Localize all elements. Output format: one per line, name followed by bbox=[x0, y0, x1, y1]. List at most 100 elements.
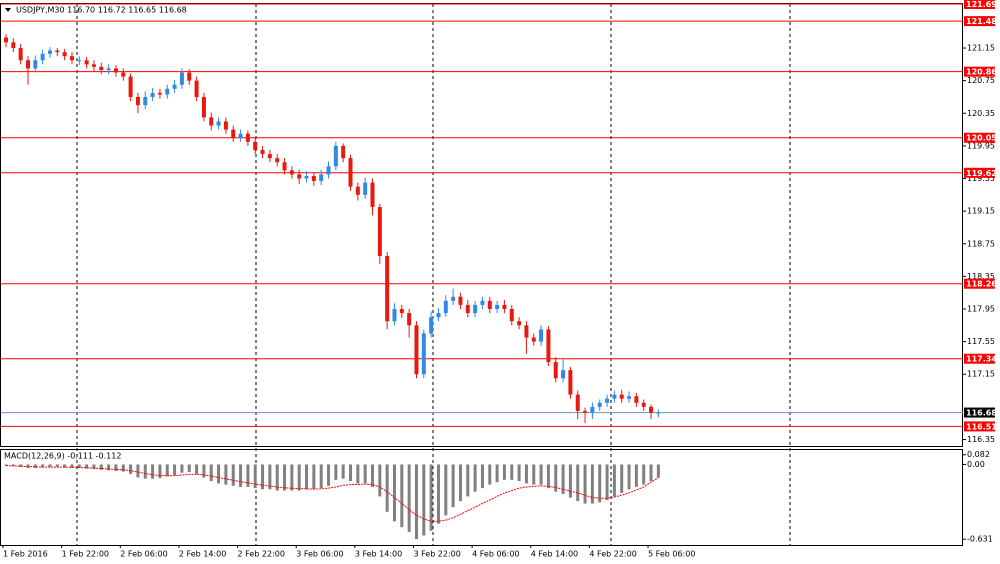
macd-bar bbox=[612, 464, 616, 497]
candle-body bbox=[502, 304, 507, 309]
macd-bar bbox=[19, 464, 23, 467]
x-tick-label: 3 Feb 22:00 bbox=[413, 550, 460, 559]
macd-bar bbox=[634, 464, 638, 487]
candle-body bbox=[370, 182, 375, 208]
candle-body bbox=[612, 394, 617, 399]
macd-bar bbox=[568, 464, 572, 498]
candle-body bbox=[47, 50, 52, 54]
candle-body bbox=[304, 176, 309, 179]
candle-body bbox=[583, 410, 588, 413]
macd-bar bbox=[466, 464, 470, 497]
chart-title: USDJPY,M30 116.70 116.72 116.65 116.68 bbox=[16, 6, 187, 15]
y-tick-label: 117.95 bbox=[967, 304, 995, 313]
candle-body bbox=[429, 317, 434, 334]
macd-bar bbox=[180, 464, 184, 473]
macd-bar bbox=[319, 464, 323, 489]
candle-body bbox=[524, 325, 529, 338]
candle-body bbox=[25, 60, 30, 69]
macd-bar bbox=[539, 464, 543, 485]
macd-bar bbox=[231, 464, 235, 486]
macd-bar bbox=[114, 464, 118, 471]
candle-body bbox=[458, 296, 463, 305]
candle-body bbox=[223, 121, 228, 130]
candle-body bbox=[414, 325, 419, 375]
title-arrow bbox=[5, 8, 11, 12]
macd-bar bbox=[656, 464, 660, 478]
macd-bar bbox=[554, 464, 558, 492]
macd-bar bbox=[77, 464, 81, 469]
macd-bar bbox=[239, 464, 243, 487]
candle-body bbox=[194, 80, 199, 97]
candle-body bbox=[509, 308, 514, 322]
macd-bar bbox=[422, 464, 426, 536]
macd-bar bbox=[502, 464, 506, 480]
x-tick-label: 3 Feb 06:00 bbox=[296, 550, 343, 559]
x-tick-label: 1 Feb 22:00 bbox=[62, 550, 109, 559]
macd-bar bbox=[195, 464, 199, 474]
y-tick-label: 117.15 bbox=[967, 370, 995, 379]
candle-body bbox=[355, 186, 360, 195]
macd-bar bbox=[532, 464, 536, 485]
macd-bar bbox=[598, 464, 602, 503]
candle-body bbox=[341, 145, 346, 159]
candle-body bbox=[165, 88, 170, 95]
candle-body bbox=[627, 396, 632, 399]
level-label-box bbox=[964, 353, 995, 364]
macd-bar bbox=[261, 464, 265, 490]
candle-body bbox=[487, 300, 492, 309]
candle-body bbox=[297, 174, 302, 179]
macd-bar bbox=[385, 464, 389, 512]
macd-panel-frame bbox=[0, 449, 963, 546]
macd-bar bbox=[85, 464, 89, 469]
y-tick-label: 120.35 bbox=[967, 109, 995, 118]
candle-body bbox=[436, 313, 441, 318]
macd-bar bbox=[143, 464, 147, 479]
candle-body bbox=[348, 158, 353, 187]
level-label-box bbox=[964, 16, 995, 27]
candle-body bbox=[649, 406, 654, 413]
level-label-box bbox=[964, 132, 995, 143]
macd-bar bbox=[642, 464, 646, 485]
candle-body bbox=[319, 174, 324, 181]
candle-body bbox=[33, 60, 38, 69]
candle-body bbox=[326, 166, 331, 175]
candle-body bbox=[260, 149, 265, 155]
candle-body bbox=[495, 304, 500, 309]
macd-bar bbox=[458, 464, 462, 502]
candle-body bbox=[363, 182, 368, 195]
candle-body bbox=[238, 133, 243, 138]
candle-body bbox=[11, 42, 16, 49]
candle-body bbox=[590, 406, 595, 413]
y-tick-label: -0.631 bbox=[967, 535, 993, 544]
x-tick-label: 1 Feb 2016 bbox=[3, 550, 48, 559]
candle-body bbox=[62, 52, 67, 57]
level-label: 119.62 bbox=[966, 169, 997, 178]
macd-bar bbox=[517, 464, 521, 482]
candle-body bbox=[465, 304, 470, 314]
macd-bar bbox=[444, 464, 448, 516]
x-tick-label: 4 Feb 22:00 bbox=[589, 550, 636, 559]
macd-bar bbox=[363, 464, 367, 484]
candle-body bbox=[77, 60, 82, 62]
macd-bar bbox=[436, 464, 440, 524]
candle-body bbox=[179, 72, 184, 85]
level-label-box bbox=[964, 167, 995, 178]
level-label: 120.86 bbox=[966, 68, 997, 77]
macd-bar bbox=[414, 464, 418, 540]
level-label: 116.51 bbox=[966, 422, 997, 431]
y-tick-label: 0.082 bbox=[967, 450, 990, 459]
y-tick-label: 118.35 bbox=[967, 272, 995, 281]
macd-bar bbox=[121, 464, 125, 472]
candle-body bbox=[40, 53, 45, 61]
macd-bar bbox=[41, 464, 45, 468]
macd-bar bbox=[334, 464, 338, 480]
macd-bar bbox=[33, 464, 37, 469]
y-tick-label: 119.55 bbox=[967, 174, 995, 183]
candle-body bbox=[121, 72, 126, 77]
macd-bar bbox=[378, 464, 382, 497]
level-label-box bbox=[964, 421, 995, 432]
macd-bar bbox=[297, 464, 301, 491]
signal-line bbox=[5, 465, 659, 522]
macd-bar bbox=[165, 464, 169, 477]
